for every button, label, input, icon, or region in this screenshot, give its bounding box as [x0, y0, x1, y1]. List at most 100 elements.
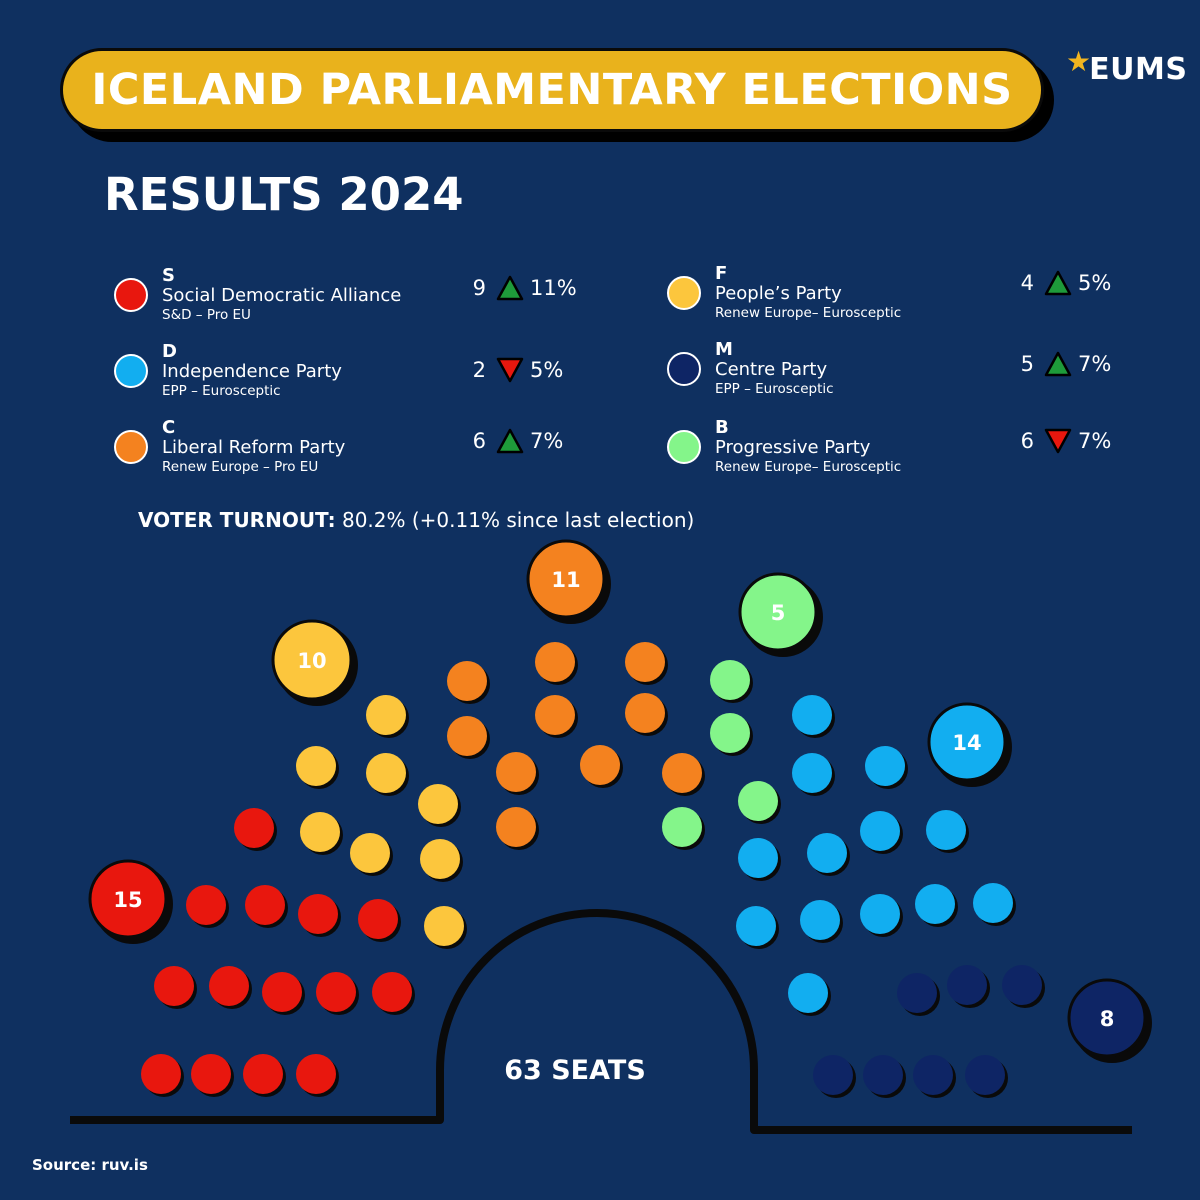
seat-c [496, 752, 536, 792]
seat-c [662, 753, 702, 793]
party-entry-f: F People’s Party Renew Europe– Euroscept… [667, 263, 1137, 334]
party-group: EPP – Eurosceptic [162, 383, 281, 399]
seat-d [792, 753, 832, 793]
party-change: 7% [530, 429, 564, 453]
seat-d [860, 811, 900, 851]
party-seats: 2 [472, 358, 486, 382]
seat-m [947, 965, 987, 1005]
party-name: Centre Party [715, 359, 828, 380]
seat-b [738, 781, 778, 821]
party-entry-c: C Liberal Reform Party Renew Europe – Pr… [114, 417, 584, 488]
seat-c [535, 642, 575, 682]
party-group: S&D – Pro EU [162, 307, 251, 323]
chamber-base-line [70, 909, 1132, 1134]
seat-d [860, 894, 900, 934]
seat-count-label: 15 [113, 888, 142, 912]
seat-badge-f [271, 619, 353, 701]
trend-up-icon [1044, 270, 1072, 296]
seat-b [710, 713, 750, 753]
party-entry-s: S Social Democratic Alliance S&D – Pro E… [114, 265, 584, 336]
seat-s [154, 966, 194, 1006]
party-group: EPP – Eurosceptic [715, 381, 834, 397]
seat-s [245, 885, 285, 925]
star-icon: ★ [1066, 45, 1092, 78]
seat-c [447, 716, 487, 756]
seat-f [424, 906, 464, 946]
party-stats: 6 7% [1014, 428, 1111, 454]
party-code: C [162, 417, 176, 438]
seat-m [913, 1055, 953, 1095]
party-color-dot [667, 352, 701, 386]
seat-s [262, 972, 302, 1012]
party-color-dot [667, 276, 701, 310]
seat-count-label: 10 [297, 649, 326, 673]
seat-b [662, 807, 702, 847]
seat-s [186, 885, 226, 925]
seat-s [316, 972, 356, 1012]
seat-d [738, 838, 778, 878]
party-stats: 6 7% [466, 428, 563, 454]
title-banner: ICELAND PARLIAMENTARY ELECTIONS [60, 48, 1044, 132]
seat-s [243, 1054, 283, 1094]
seat-badge-s [88, 859, 168, 939]
seat-count-label: 14 [952, 731, 981, 755]
page-title: ICELAND PARLIAMENTARY ELECTIONS [91, 65, 1013, 115]
seat-f [350, 833, 390, 873]
party-color-dot [114, 278, 148, 312]
seat-b [710, 660, 750, 700]
seat-f [296, 746, 336, 786]
seat-count-label: 8 [1100, 1007, 1115, 1031]
party-color-dot [114, 354, 148, 388]
party-change: 7% [1078, 352, 1112, 376]
eums-logo: ★ EUMS [1066, 44, 1187, 94]
seat-d [800, 900, 840, 940]
party-name: Progressive Party [715, 437, 871, 458]
seat-c [447, 661, 487, 701]
party-code: B [715, 417, 729, 438]
party-change: 5% [530, 358, 564, 382]
party-entry-m: M Centre Party EPP – Eurosceptic 5 7% [667, 339, 1137, 410]
turnout-label: VOTER TURNOUT: [138, 508, 336, 532]
trend-down-icon [1044, 428, 1072, 454]
seat-d [807, 833, 847, 873]
seat-c [625, 693, 665, 733]
party-stats: 9 11% [466, 275, 577, 301]
party-entry-b: B Progressive Party Renew Europe– Eurosc… [667, 417, 1137, 488]
party-seats: 4 [1020, 271, 1034, 295]
party-name: Liberal Reform Party [162, 437, 346, 458]
turnout-value: 80.2% (+0.11% since last election) [341, 508, 695, 532]
voter-turnout: VOTER TURNOUT: 80.2% (+0.11% since last … [138, 508, 694, 532]
total-seats-label: 63 SEATS [504, 1055, 646, 1086]
seat-d [926, 810, 966, 850]
trend-up-icon [496, 428, 524, 454]
seat-badge-b [738, 572, 818, 652]
seat-layer [141, 642, 1045, 1098]
seat-s [372, 972, 412, 1012]
seat-d [915, 884, 955, 924]
seat-s [234, 808, 274, 848]
party-stats: 2 5% [466, 357, 563, 383]
party-group: Renew Europe– Eurosceptic [715, 305, 902, 321]
party-stats: 5 7% [1014, 351, 1111, 377]
seat-s [298, 894, 338, 934]
seat-m [897, 973, 937, 1013]
seat-s [358, 899, 398, 939]
seat-badge-m [1067, 978, 1147, 1058]
party-name: People’s Party [715, 283, 842, 304]
seat-s [141, 1054, 181, 1094]
party-name: Independence Party [162, 361, 342, 382]
trend-up-icon [496, 275, 524, 301]
party-code: M [715, 339, 733, 360]
seat-badge-c [526, 539, 606, 619]
party-stats: 4 5% [1014, 270, 1111, 296]
page-subtitle: RESULTS 2024 [104, 168, 464, 221]
source-credit: Source: ruv.is [32, 1156, 148, 1174]
party-seats: 6 [1020, 429, 1034, 453]
party-change: 7% [1078, 429, 1112, 453]
logo-text: EUMS [1089, 51, 1188, 87]
seat-d [788, 973, 828, 1013]
party-change: 11% [530, 276, 577, 300]
party-seats: 5 [1020, 352, 1034, 376]
seat-d [973, 883, 1013, 923]
